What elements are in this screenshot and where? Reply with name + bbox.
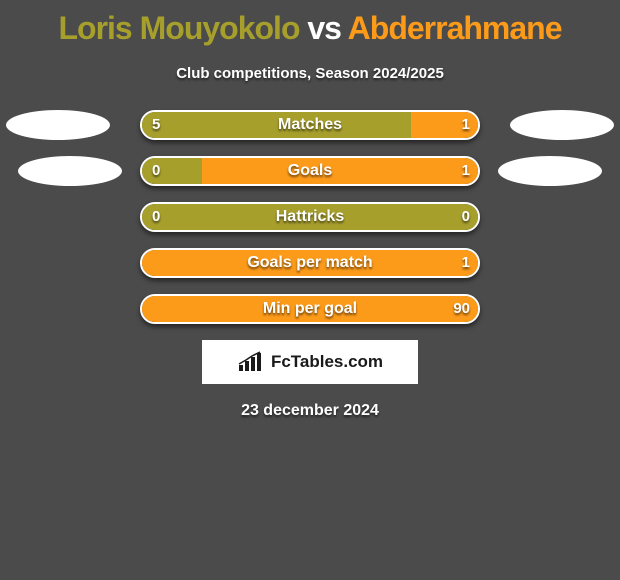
bar-right-fill (142, 296, 478, 322)
comparison-title: Loris Mouyokolo vs Abderrahmane (0, 0, 620, 47)
bar-left-fill (142, 112, 411, 138)
bar-right-fill (142, 250, 478, 276)
stat-row: 51Matches (0, 110, 620, 140)
brand-box: FcTables.com (202, 340, 418, 384)
bar-chart-icon (237, 351, 265, 373)
subtitle: Club competitions, Season 2024/2025 (0, 65, 620, 82)
stat-value-right: 90 (453, 296, 470, 322)
stat-value-right: 1 (462, 158, 470, 184)
stat-row: 00Hattricks (0, 202, 620, 232)
stat-value-right: 1 (462, 112, 470, 138)
stat-bar: 00Hattricks (140, 202, 480, 232)
stat-value-right: 0 (462, 204, 470, 230)
stat-bar: 51Matches (140, 110, 480, 140)
player2-name: Abderrahmane (348, 10, 562, 46)
vs-label: vs (307, 10, 341, 46)
team-logo-right (510, 110, 614, 140)
stat-row: 90Min per goal (0, 294, 620, 324)
stat-value-left: 0 (152, 204, 160, 230)
stat-row: 1Goals per match (0, 248, 620, 278)
stat-value-right: 1 (462, 250, 470, 276)
team-logo-left (6, 110, 110, 140)
stat-bar: 90Min per goal (140, 294, 480, 324)
bar-left-fill (142, 204, 478, 230)
stats-area: 51Matches01Goals00Hattricks1Goals per ma… (0, 110, 620, 324)
team-logo-left (18, 156, 122, 186)
player1-name: Loris Mouyokolo (58, 10, 299, 46)
stat-value-left: 0 (152, 158, 160, 184)
stat-bar: 1Goals per match (140, 248, 480, 278)
stat-bar: 01Goals (140, 156, 480, 186)
team-logo-right (498, 156, 602, 186)
date-label: 23 december 2024 (0, 402, 620, 420)
bar-right-fill (202, 158, 478, 184)
brand-text: FcTables.com (271, 352, 383, 372)
stat-value-left: 5 (152, 112, 160, 138)
stat-row: 01Goals (0, 156, 620, 186)
